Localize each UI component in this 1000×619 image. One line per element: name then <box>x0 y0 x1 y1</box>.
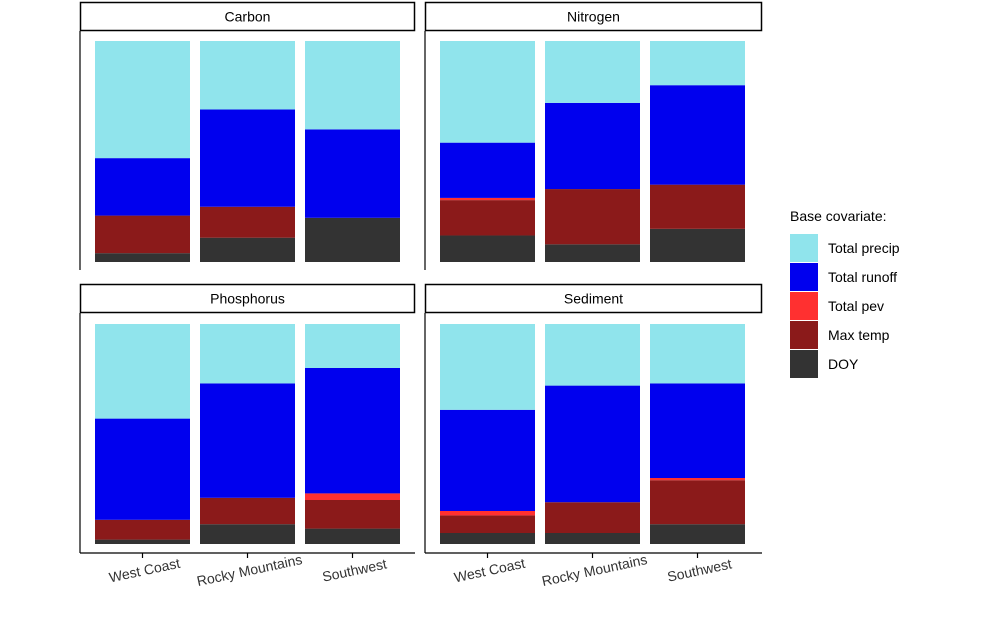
bar-segment-nitrogen-rocky-mountains-total-precip <box>545 41 640 103</box>
bar-segment-nitrogen-west-coast-total-runoff <box>440 142 535 198</box>
legend-key-total-pev <box>790 292 818 320</box>
facet-title-sediment: Sediment <box>564 291 623 307</box>
x-tick-label-sediment-west-coast: West Coast <box>453 555 527 586</box>
bar-segment-phosphorus-rocky-mountains-doy <box>200 524 295 544</box>
legend: Base covariate: Total precip Total runoff T… <box>790 208 900 378</box>
bar-segment-carbon-southwest-total-precip <box>305 41 400 130</box>
bar-segment-sediment-southwest-doy <box>650 524 745 544</box>
legend-key-total-runoff <box>790 263 818 291</box>
x-tick-label-phosphorus-southwest: Southwest <box>321 555 388 584</box>
bar-segment-nitrogen-west-coast-max-temp <box>440 200 535 236</box>
bar-segment-sediment-west-coast-total-precip <box>440 324 535 410</box>
bar-segment-nitrogen-west-coast-total-pev <box>440 197 535 201</box>
facet-title-carbon: Carbon <box>225 9 271 25</box>
facet-strip-phosphorus <box>79 283 416 314</box>
bar-segment-phosphorus-west-coast-doy <box>95 539 190 544</box>
bar-segment-nitrogen-southwest-doy <box>650 228 745 262</box>
facet-strip-nitrogen <box>424 1 763 32</box>
bar-segment-sediment-west-coast-max-temp <box>440 515 535 533</box>
bar-segment-phosphorus-west-coast-max-temp <box>95 519 190 540</box>
facet-title-nitrogen: Nitrogen <box>567 9 620 25</box>
bar-segment-carbon-west-coast-doy <box>95 253 190 262</box>
bar-segment-sediment-southwest-max-temp <box>650 480 745 525</box>
facet-title-phosphorus: Phosphorus <box>210 291 285 307</box>
bar-segment-sediment-west-coast-total-runoff <box>440 409 535 511</box>
bar-segment-carbon-rocky-mountains-max-temp <box>200 206 295 238</box>
bar-segment-sediment-southwest-total-pev <box>650 478 745 481</box>
bar-segment-phosphorus-southwest-doy <box>305 528 400 544</box>
bar-segment-phosphorus-southwest-total-pev <box>305 493 400 500</box>
bar-segment-sediment-west-coast-doy <box>440 533 535 544</box>
legend-label-total-precip: Total precip <box>828 240 900 256</box>
bar-segment-phosphorus-southwest-total-runoff <box>305 368 400 494</box>
legend-label-total-pev: Total pev <box>828 298 884 314</box>
bar-segment-nitrogen-west-coast-doy <box>440 235 535 262</box>
bar-segment-nitrogen-southwest-total-runoff <box>650 85 745 185</box>
legend-label-max-temp: Max temp <box>828 327 890 343</box>
legend-key-doy <box>790 350 818 378</box>
bar-segment-phosphorus-southwest-total-precip <box>305 324 400 368</box>
x-tick-label-phosphorus-rocky-mountains: Rocky Mountains <box>195 551 303 589</box>
bar-segment-sediment-southwest-total-runoff <box>650 383 745 478</box>
bar-segment-carbon-west-coast-max-temp <box>95 215 190 254</box>
bar-segment-carbon-west-coast-total-runoff <box>95 158 190 216</box>
bar-segment-nitrogen-rocky-mountains-max-temp <box>545 189 640 245</box>
bar-segment-nitrogen-west-coast-total-precip <box>440 41 535 143</box>
legend-label-total-runoff: Total runoff <box>828 269 897 285</box>
bar-segment-carbon-west-coast-total-precip <box>95 41 190 159</box>
x-tick-label-sediment-southwest: Southwest <box>666 555 733 584</box>
facet-strip-carbon <box>79 1 416 32</box>
bar-segment-sediment-west-coast-total-pev <box>440 511 535 516</box>
bar-segment-sediment-southwest-total-precip <box>650 324 745 384</box>
x-tick-label-phosphorus-west-coast: West Coast <box>108 555 182 586</box>
bar-segment-carbon-rocky-mountains-doy <box>200 237 295 262</box>
bar-segment-sediment-rocky-mountains-max-temp <box>545 502 640 533</box>
panel-nitrogen: Nitrogen <box>424 1 763 270</box>
x-tick-label-sediment-rocky-mountains: Rocky Mountains <box>540 551 648 589</box>
bar-segment-carbon-rocky-mountains-total-precip <box>200 41 295 110</box>
bar-segment-phosphorus-rocky-mountains-max-temp <box>200 497 295 525</box>
legend-label-doy: DOY <box>828 356 859 372</box>
legend-title: Base covariate: <box>790 208 887 224</box>
bar-segment-phosphorus-rocky-mountains-total-precip <box>200 324 295 384</box>
bar-segment-nitrogen-rocky-mountains-total-runoff <box>545 102 640 190</box>
bar-segment-phosphorus-southwest-max-temp <box>305 500 400 529</box>
bar-segment-phosphorus-rocky-mountains-total-runoff <box>200 383 295 498</box>
bar-segment-carbon-southwest-doy <box>305 217 400 262</box>
bar-segment-sediment-rocky-mountains-doy <box>545 533 640 544</box>
bar-segment-sediment-rocky-mountains-total-runoff <box>545 385 640 503</box>
bar-segment-carbon-southwest-total-runoff <box>305 129 400 218</box>
bar-segment-nitrogen-rocky-mountains-doy <box>545 244 640 262</box>
legend-key-max-temp <box>790 321 818 349</box>
bar-segment-phosphorus-west-coast-total-runoff <box>95 418 190 520</box>
bar-segment-phosphorus-west-coast-total-precip <box>95 324 190 419</box>
panel-sediment: Sediment West Coast Rocky Mountains Southwe… <box>424 283 763 589</box>
bar-segment-nitrogen-southwest-max-temp <box>650 184 745 229</box>
legend-key-total-precip <box>790 234 818 262</box>
facet-strip-sediment <box>424 283 763 314</box>
bar-segment-carbon-rocky-mountains-total-runoff <box>200 109 295 207</box>
panel-carbon: Carbon <box>79 1 416 270</box>
bar-segment-sediment-rocky-mountains-total-precip <box>545 324 640 386</box>
bar-segment-nitrogen-southwest-total-precip <box>650 41 745 86</box>
panel-phosphorus: Phosphorus West Coast Rocky Mountains South… <box>79 283 416 589</box>
